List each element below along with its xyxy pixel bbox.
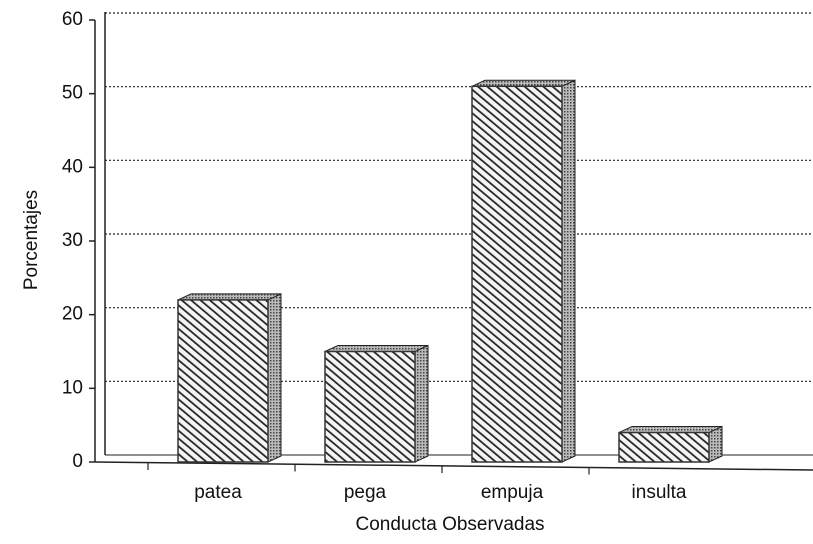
bar-side [414,344,429,463]
x-axis-title: Conducta Observadas [355,514,544,535]
y-tick-label: 20 [62,304,83,325]
bar [618,431,710,463]
bar [177,299,269,463]
y-tick-label: 60 [62,9,83,30]
y-tick-label: 0 [72,451,83,472]
x-axis-front [94,461,813,471]
bar-top [618,426,723,434]
bar-side [561,79,576,463]
x-tick-label: patea [194,482,242,503]
x-tick-label: empuja [481,482,544,503]
y-tick-label: 10 [62,377,83,398]
y-tick-label: 50 [62,83,83,104]
bar [471,85,563,463]
bar [324,350,416,463]
y-tick-label: 40 [62,156,83,177]
bar-top [177,293,282,301]
bar-side [267,293,282,463]
bar-top [471,79,576,87]
y-axis-title: Porcentajes [21,190,42,290]
x-tick-label: pega [344,482,387,503]
x-tick-label: insulta [632,482,687,503]
y-tick-label: 30 [62,230,83,251]
bar-top [324,345,429,352]
